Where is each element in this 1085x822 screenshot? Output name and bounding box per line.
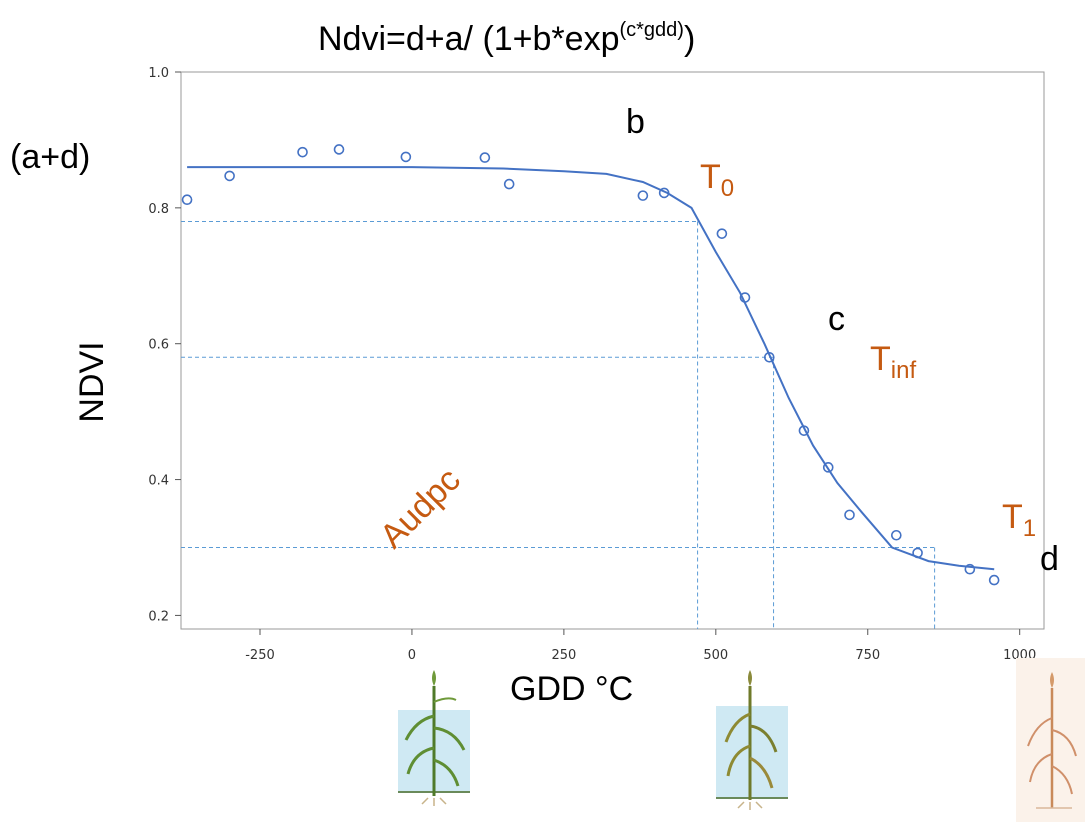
data-point — [763, 351, 775, 363]
annotation-b: b — [626, 103, 645, 141]
plot-frame — [180, 71, 1045, 630]
annotation-t1-letter: T — [1002, 498, 1023, 536]
data-point — [224, 170, 235, 182]
data-points — [181, 144, 1000, 586]
wheat-plant-yellowing-image — [716, 670, 788, 810]
data-point — [637, 190, 649, 201]
y-tick-label: 0.4 — [148, 474, 169, 489]
x-axis-label: GDD °C — [510, 670, 633, 708]
data-point — [400, 151, 412, 163]
data-point — [503, 178, 515, 190]
annotation-t1: T1 — [1002, 498, 1036, 542]
annotation-tinf-letter: T — [870, 340, 891, 378]
annotation-t0-letter: T — [700, 158, 721, 196]
y-axis-label: NDVI — [73, 341, 111, 422]
y-tick-label: 0.8 — [148, 202, 169, 217]
y-tick-label: 0.2 — [148, 609, 169, 624]
fit-curve — [187, 166, 995, 571]
chart-title: Ndvi=d+a/ (1+b*exp(c*gdd)) — [318, 19, 695, 58]
data-point — [739, 292, 751, 303]
annotation-audpc: Audpc — [373, 461, 468, 556]
data-point — [891, 529, 902, 541]
annotation-c: c — [828, 300, 845, 338]
chart-title-close: ) — [684, 20, 695, 58]
data-point — [964, 563, 976, 575]
chart-title-superscript: (c*gdd) — [619, 19, 683, 41]
x-tick-label: 0 — [408, 648, 416, 663]
data-point — [912, 547, 923, 559]
x-tick-label: -250 — [245, 648, 275, 663]
data-point — [798, 425, 810, 436]
wheat-plant-green-image — [398, 670, 470, 806]
data-point — [844, 509, 855, 521]
annotation-d: d — [1040, 540, 1059, 578]
data-point — [333, 144, 345, 155]
x-tick-label: 500 — [703, 648, 728, 663]
data-point — [988, 574, 1000, 586]
data-point — [658, 187, 670, 199]
wheat-plant-senescent-image — [1016, 658, 1085, 822]
data-point — [822, 462, 834, 473]
x-axis-ticks: -250 0 250 500 750 1000 — [245, 629, 1036, 663]
y-tick-label: 1.0 — [148, 66, 169, 81]
annotation-tinf-sub: inf — [891, 357, 917, 384]
annotation-tinf: Tinf — [870, 340, 916, 384]
annotation-a-plus-d: (a+d) — [10, 138, 90, 176]
chart-title-main: Ndvi=d+a/ (1+b*exp — [318, 20, 619, 58]
annotation-t0-sub: 0 — [721, 175, 734, 202]
y-axis-ticks: 0.2 0.4 0.6 0.8 1.0 — [148, 66, 181, 624]
data-point — [716, 228, 728, 239]
data-point — [297, 146, 308, 158]
annotation-t0: T0 — [700, 158, 734, 202]
data-point — [479, 152, 491, 163]
reference-lines — [181, 220, 936, 629]
x-tick-label: 250 — [551, 648, 576, 663]
annotation-t1-sub: 1 — [1023, 515, 1036, 542]
data-point — [181, 194, 193, 206]
y-tick-label: 0.6 — [148, 338, 169, 353]
x-tick-label: 750 — [855, 648, 880, 663]
